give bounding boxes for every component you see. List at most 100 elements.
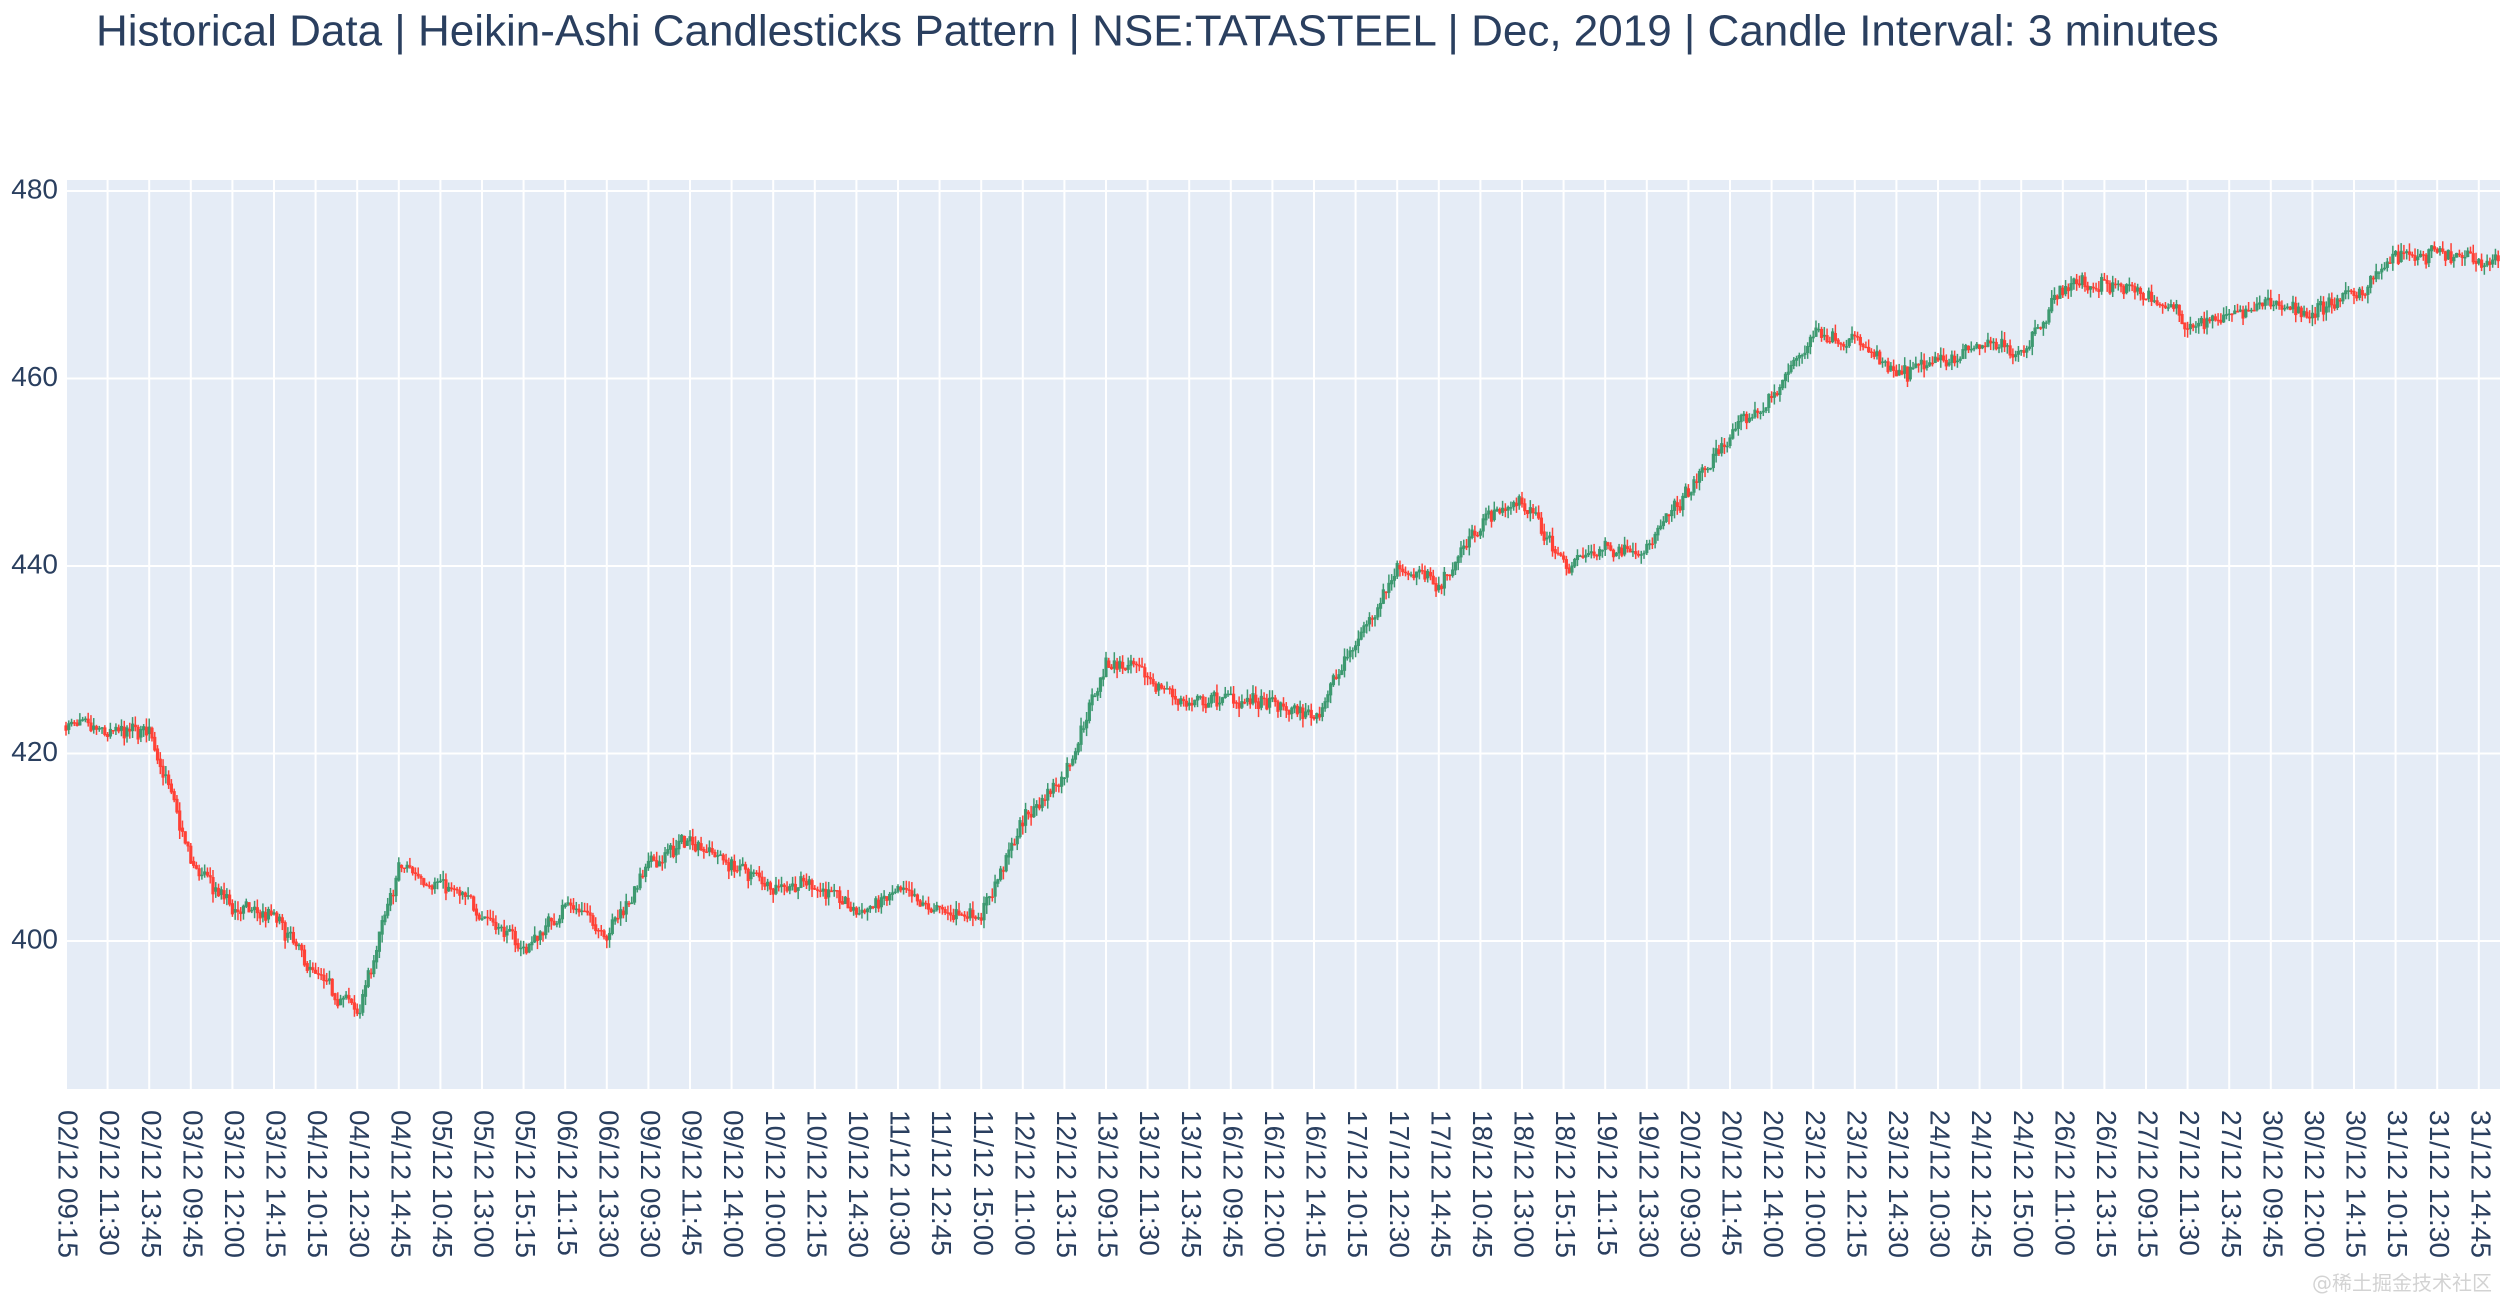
candle-increasing [278,917,281,922]
candle-decreasing [181,828,184,832]
x-tick-label: 03/12 14:15 [261,1110,292,1258]
candle-decreasing [478,915,481,920]
candle-decreasing [2092,287,2095,289]
candle-increasing [342,998,345,1000]
candle-decreasing [1473,531,1476,536]
candle-increasing [397,862,400,880]
candle-decreasing [422,878,425,885]
candle-increasing [1545,538,1548,540]
candle-decreasing [1404,572,1407,574]
candle-decreasing [1021,823,1024,827]
candle-increasing [2380,269,2383,273]
y-tick-label: 480 [11,173,58,204]
candle-decreasing [1115,662,1118,670]
candle-increasing [2125,284,2128,293]
x-tick-label: 06/12 13:30 [593,1110,624,1258]
candle-decreasing [1312,717,1315,719]
candle-increasing [286,933,289,938]
candle-increasing [339,999,342,1005]
candle-decreasing [980,917,983,920]
candle-increasing [999,869,1002,880]
candle-increasing [1382,589,1385,603]
candle-increasing [1681,496,1684,510]
candle-decreasing [2144,299,2147,301]
candle-decreasing [430,885,433,889]
candle-decreasing [1143,667,1146,677]
candle-increasing [2377,272,2380,274]
candle-increasing [1642,553,1645,555]
candle-increasing [81,719,84,721]
candle-increasing [749,872,752,880]
candle-decreasing [1235,702,1238,704]
candle-increasing [955,909,958,919]
x-tick-label: 23/12 12:15 [1841,1110,1872,1258]
candle-increasing [1950,355,1953,363]
candle-increasing [164,774,167,776]
candle-increasing [1964,345,1967,351]
candle-increasing [1396,563,1399,577]
candle-decreasing [320,974,323,976]
candle-decreasing [314,970,317,974]
candle-decreasing [145,727,148,736]
candle-increasing [1903,365,1906,374]
candle-decreasing [736,870,739,872]
candle-decreasing [159,759,162,767]
candle-decreasing [1171,689,1174,698]
candle-increasing [1226,694,1229,696]
candle-decreasing [292,932,295,943]
candle-decreasing [1432,576,1435,585]
candle-decreasing [198,868,201,876]
candle-increasing [788,886,791,891]
candle-increasing [2319,301,2322,305]
candle-decreasing [2094,288,2097,290]
candle-increasing [1789,365,1792,372]
candle-decreasing [1776,393,1779,395]
candle-decreasing [525,947,528,953]
candle-decreasing [1262,698,1265,700]
candle-increasing [1739,415,1742,422]
candle-decreasing [1825,335,1828,342]
candle-decreasing [112,730,115,732]
candle-increasing [1720,443,1723,453]
candle-decreasing [1556,553,1559,555]
candle-increasing [2169,304,2172,307]
candle-increasing [1229,694,1232,696]
candle-increasing [1662,521,1665,526]
candle-decreasing [184,831,187,843]
candle-decreasing [2241,310,2244,319]
candle-decreasing [403,868,406,870]
candle-decreasing [2388,262,2391,264]
candle-decreasing [175,799,178,813]
candle-increasing [1479,531,1482,536]
candle-decreasing [550,918,553,921]
candle-increasing [1218,703,1221,705]
candle-increasing [2272,305,2275,307]
candle-increasing [822,889,825,892]
candle-decreasing [516,943,519,949]
candle-increasing [1390,580,1393,584]
candle-decreasing [2180,314,2183,324]
x-tick-label: 02/12 11:30 [94,1110,125,1256]
candle-decreasing [661,862,664,864]
candle-increasing [2477,259,2480,264]
x-tick-label: 24/12 12:45 [1966,1110,1997,1258]
candle-increasing [1845,346,1848,348]
candle-increasing [2358,289,2361,298]
candle-decreasing [1412,574,1415,578]
x-tick-label: 18/12 13:00 [1509,1110,1540,1258]
candle-increasing [1018,820,1021,837]
candle-increasing [1063,778,1066,780]
candle-decreasing [1249,698,1252,704]
candle-increasing [558,919,561,924]
candle-increasing [530,942,533,945]
candle-decreasing [672,846,675,857]
candle-increasing [1573,559,1576,567]
candle-decreasing [2203,319,2206,329]
candle-increasing [1016,836,1019,844]
candle-decreasing [192,861,195,866]
candle-decreasing [960,914,963,916]
candle-increasing [2020,350,2023,352]
candle-increasing [564,904,567,907]
x-tick-label: 09/12 11:45 [677,1110,708,1256]
